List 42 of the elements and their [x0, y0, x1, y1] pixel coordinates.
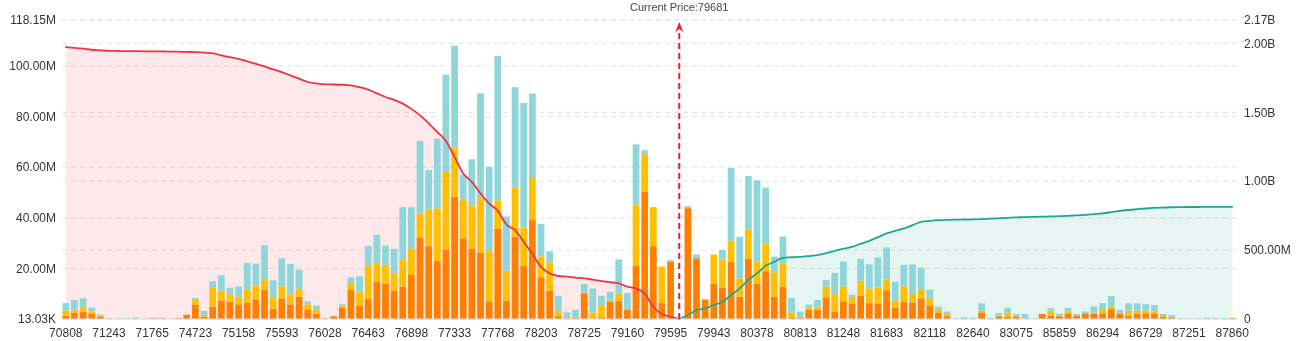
x-tick-label: 76898 [394, 326, 429, 340]
x-tick-label: 79943 [697, 326, 731, 340]
x-tick-label: 87251 [1172, 326, 1207, 340]
x-tick-label: 86729 [1129, 326, 1163, 340]
text: Current Price:79681 [630, 1, 729, 13]
x-tick-label: 87860 [1215, 326, 1250, 340]
y2-tick-label: 2.17B [1244, 13, 1276, 28]
x-tick-label: 75593 [265, 326, 299, 340]
y-tick-label: 40.00M [15, 210, 56, 225]
x-tick-label: 71765 [135, 326, 170, 340]
y-tick-label: 100.00M [9, 59, 56, 74]
x-tick-label: 81683 [869, 326, 904, 340]
y-tick-label: 118.15M [10, 13, 56, 28]
y-tick-label: 13.03K [17, 312, 56, 327]
y2-tick-label: 0 [1244, 312, 1251, 327]
x-tick-label: 79595 [653, 326, 688, 340]
x-tick-label: 71243 [92, 326, 127, 340]
x-tick-label: 82640 [956, 326, 991, 340]
y2-tick-label: 1.50B [1244, 105, 1276, 120]
y2-tick-label: 2.00B [1244, 36, 1276, 51]
x-tick-label: 74723 [178, 326, 213, 340]
x-tick-label: 75158 [221, 326, 256, 340]
x-tick-label: 77768 [481, 326, 515, 340]
y2-tick-label: 500.00M [1244, 243, 1291, 258]
x-tick-label: 81248 [826, 326, 861, 340]
x-tick-label: 79160 [610, 326, 645, 340]
x-tick-label: 76463 [351, 326, 386, 340]
x-tick-label: 80813 [783, 326, 818, 340]
y-tick-label: 80.00M [15, 109, 56, 124]
x-tick-label: 80378 [740, 326, 775, 340]
x-tick-label: 83075 [999, 326, 1034, 340]
x-tick-label: 78725 [567, 326, 602, 340]
y-tick-label: 60.00M [15, 160, 56, 175]
x-tick-label: 86294 [1085, 326, 1120, 340]
x-tick-label: 82118 [913, 326, 947, 340]
y-tick-label: 20.00M [15, 261, 56, 276]
x-tick-label: 76028 [308, 326, 343, 340]
x-tick-label: 78203 [524, 326, 559, 340]
y2-tick-label: 1.00B [1244, 174, 1276, 189]
x-tick-label: 85859 [1042, 326, 1077, 340]
x-tick-label: 77333 [437, 326, 472, 340]
x-tick-label: 70808 [49, 326, 83, 340]
